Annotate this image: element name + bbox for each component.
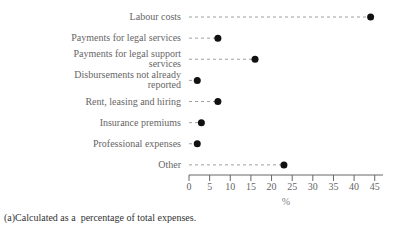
svg-text:Rent, leasing and hiring: Rent, leasing and hiring <box>85 96 181 107</box>
svg-text:5: 5 <box>207 181 212 192</box>
svg-text:40: 40 <box>349 181 359 192</box>
svg-text:20: 20 <box>267 181 277 192</box>
svg-text:Payments for legal supportserv: Payments for legal supportservices <box>74 48 182 69</box>
svg-text:0: 0 <box>187 181 192 192</box>
svg-text:Other: Other <box>158 159 181 170</box>
svg-text:45: 45 <box>370 181 380 192</box>
svg-text:25: 25 <box>287 181 297 192</box>
svg-text:35: 35 <box>328 181 338 192</box>
svg-text:Labour costs: Labour costs <box>130 11 181 22</box>
svg-text:30: 30 <box>308 181 318 192</box>
html-text:(a)Calculated as a percentage: (a)Calculated as a percentage of total e… <box>4 212 197 223</box>
svg-text:%: % <box>282 196 290 205</box>
svg-text:15: 15 <box>246 181 256 192</box>
svg-text:Payments for legal services: Payments for legal services <box>71 32 181 43</box>
svg-text:Insurance premiums: Insurance premiums <box>100 117 181 128</box>
svg-text:Professional expenses: Professional expenses <box>93 138 181 149</box>
svg-text:10: 10 <box>225 181 235 192</box>
svg-text:Disbursements not alreadyrepor: Disbursements not alreadyreported <box>74 69 181 90</box>
